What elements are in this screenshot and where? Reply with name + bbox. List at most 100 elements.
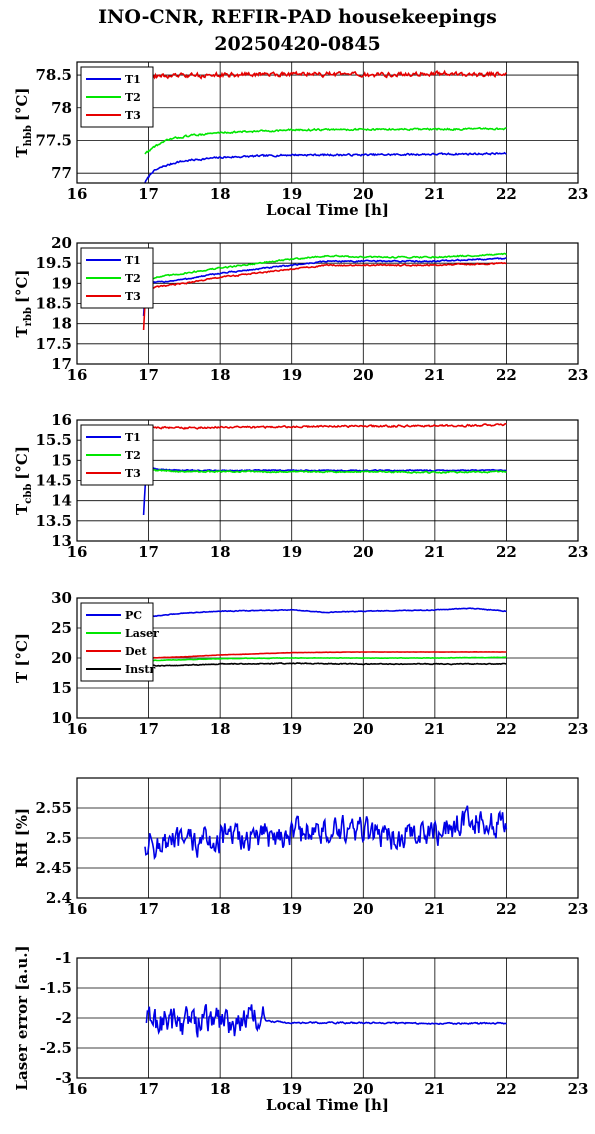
legend-label: Det — [125, 645, 148, 658]
y-axis-label: Thbb [°C] — [13, 87, 34, 157]
y-tick-label: 78.5 — [35, 66, 72, 84]
legend-label: T3 — [125, 109, 141, 122]
series-line-t3 — [144, 69, 507, 80]
x-tick-label: 17 — [138, 1080, 159, 1098]
series-line-data — [145, 1003, 507, 1038]
series-line-t2 — [144, 126, 507, 155]
legend-label: Laser — [125, 627, 159, 640]
x-tick-label: 23 — [568, 366, 589, 384]
x-tick-label: 20 — [353, 1080, 374, 1098]
y-axis-label: Tcbb [°C] — [13, 446, 34, 515]
x-tick-label: 22 — [496, 543, 517, 561]
x-tick-label: 23 — [568, 185, 589, 203]
plot-frame — [76, 419, 579, 542]
series-line-t3 — [146, 422, 507, 430]
y-tick-label: -2 — [55, 1009, 72, 1027]
series-line-t2 — [145, 467, 507, 474]
y-axis-label-main: Laser error [a.u.] — [13, 945, 31, 1090]
x-tick-label: 19 — [281, 1080, 302, 1098]
y-tick-label: 19 — [51, 274, 72, 292]
y-tick-label: 77 — [51, 164, 72, 182]
x-tick-label: 23 — [568, 1080, 589, 1098]
y-tick-label: 77.5 — [35, 131, 72, 149]
chart-panel-2: 16 17 18 19 20 21 22 231717.51818.51919.520Trbb… — [13, 234, 588, 384]
x-tick-label: 20 — [353, 720, 374, 738]
chart-panel-6: 16 17 18 19 20 21 22 23 -3 -2.5 -2 -1.5 -1 Local Time… — [13, 945, 588, 1114]
legend-label: T2 — [125, 449, 141, 462]
y-tick-label: 14.5 — [35, 472, 72, 490]
x-tick-label: 18 — [210, 1080, 231, 1098]
y-tick-label: 2.55 — [35, 799, 72, 817]
x-tick-label: 16 — [67, 900, 88, 918]
series-line-t1 — [144, 151, 507, 183]
figure-title: INO-CNR, REFIR-PAD housekeepings — [98, 6, 497, 28]
y-tick-label: 20 — [51, 649, 72, 667]
chart-panel-3: 16 17 18 19 20 21 22 23 13 13.5 14 14.5 15 15.5 16 Tcbb… — [13, 411, 588, 561]
x-tick-label: 18 — [210, 900, 231, 918]
figure-title-block: INO-CNR, REFIR-PAD housekeepings 2025042… — [0, 4, 595, 58]
plot-frame — [76, 242, 579, 365]
y-axis-label: T [°C] — [13, 633, 31, 683]
x-tick-label: 20 — [353, 543, 374, 561]
series-line-pc — [147, 607, 507, 619]
x-tick-label: 19 — [281, 720, 302, 738]
legend-label: PC — [125, 609, 142, 622]
x-tick-label: 17 — [138, 543, 159, 561]
y-tick-label: -3 — [55, 1069, 72, 1087]
x-tick-label: 19 — [281, 543, 302, 561]
chart-panel-4: 16 17 18 19 20 21 22 23 10 15 20 25 30 T [°C] PC Laser D… — [13, 589, 588, 738]
x-tick-label: 16 — [67, 1080, 88, 1098]
y-tick-label: 18 — [51, 315, 72, 333]
series-line-instr — [146, 662, 507, 667]
x-tick-label: 19 — [281, 185, 302, 203]
y-axis-label-unit: [°C] — [13, 446, 31, 480]
x-tick-label: 22 — [496, 366, 517, 384]
x-tick-label: 16 — [67, 543, 88, 561]
y-tick-label: 17 — [51, 355, 72, 373]
y-tick-label: 14 — [51, 492, 72, 510]
x-tick-label: 23 — [568, 543, 589, 561]
y-axis-label: RH [%] — [13, 808, 31, 868]
legend-label: T2 — [125, 91, 141, 104]
y-axis-label-main: T — [13, 146, 31, 158]
x-tick-label: 21 — [424, 1080, 445, 1098]
y-tick-label: 78 — [51, 99, 72, 117]
y-tick-label: 17.5 — [35, 335, 72, 353]
legend-label: T1 — [125, 431, 141, 444]
y-axis-label: Laser error [a.u.] — [13, 945, 31, 1090]
x-tick-label: 20 — [353, 900, 374, 918]
y-tick-label: 10 — [51, 709, 72, 727]
y-tick-label: 13.5 — [35, 512, 72, 530]
x-tick-label: 18 — [210, 185, 231, 203]
x-tick-label: 16 — [67, 366, 88, 384]
y-axis-label: Trbb [°C] — [13, 269, 34, 337]
y-tick-label: 13 — [51, 532, 72, 550]
legend-label: T2 — [125, 272, 141, 285]
y-axis-label-main: RH [%] — [13, 808, 31, 868]
y-axis-label-unit: [°C] — [13, 269, 31, 303]
x-tick-label: 21 — [424, 366, 445, 384]
y-tick-label: -1 — [55, 949, 72, 967]
legend: T1 T2 T3 — [80, 424, 154, 486]
legend-label: T1 — [125, 254, 141, 267]
legend: T1 T2 T3 — [80, 66, 154, 128]
y-axis-label-main: T [°C] — [13, 633, 31, 683]
y-tick-label: 25 — [51, 619, 72, 637]
y-axis-label-subscript: hbb — [23, 125, 34, 146]
x-tick-label: 23 — [568, 720, 589, 738]
x-tick-label: 16 — [67, 185, 88, 203]
series-line-laser — [147, 656, 507, 662]
plot-frame — [76, 61, 579, 184]
plot-frame — [76, 957, 579, 1079]
y-tick-label: -1.5 — [40, 979, 72, 997]
y-tick-label: 15 — [51, 679, 72, 697]
x-tick-label: 22 — [496, 720, 517, 738]
x-tick-label: 22 — [496, 1080, 517, 1098]
series-line-t2 — [142, 252, 507, 308]
x-tick-label: 19 — [281, 366, 302, 384]
legend: T1 T2 T3 — [80, 247, 154, 309]
x-tick-label: 21 — [424, 543, 445, 561]
x-axis-label: Local Time [h] — [266, 201, 389, 219]
series-line-data — [144, 805, 508, 861]
series-line-t1 — [142, 257, 507, 316]
